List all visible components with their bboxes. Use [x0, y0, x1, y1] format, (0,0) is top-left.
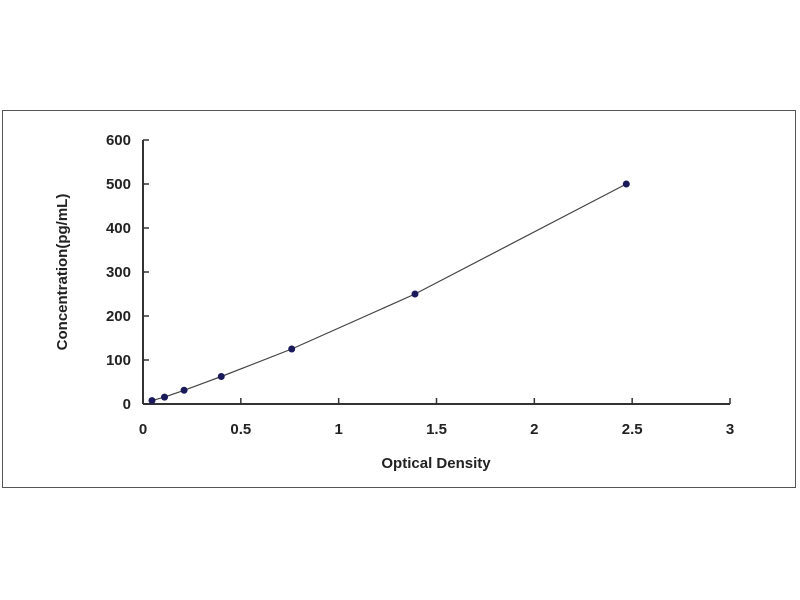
- x-tick-label: 3: [726, 421, 734, 438]
- x-tick-label: 1: [334, 421, 342, 438]
- y-tick-label: 600: [106, 132, 131, 149]
- x-axis-label: Optical Density: [381, 455, 491, 472]
- data-point: [411, 290, 419, 298]
- x-tick-label: 2.5: [622, 421, 643, 438]
- y-tick-label: 500: [106, 176, 131, 193]
- y-tick-label: 300: [106, 264, 131, 281]
- x-tick-label: 1.5: [426, 421, 447, 438]
- y-tick-label: 100: [106, 352, 131, 369]
- data-point: [622, 180, 630, 188]
- data-point: [161, 393, 169, 401]
- trend-line: [151, 183, 627, 402]
- y-tick-label: 0: [123, 396, 131, 413]
- x-tick-label: 2: [530, 421, 538, 438]
- chart-frame: [2, 110, 796, 488]
- y-axis-label: Concentration(pg/mL): [54, 194, 71, 351]
- data-point: [148, 397, 156, 405]
- data-point: [217, 373, 225, 380]
- data-point: [180, 386, 188, 394]
- y-tick-label: 200: [106, 308, 131, 325]
- y-tick-label: 400: [106, 220, 131, 237]
- x-tick-label: 0.5: [230, 421, 251, 438]
- x-tick-label: 0: [139, 421, 147, 438]
- data-point: [288, 345, 296, 353]
